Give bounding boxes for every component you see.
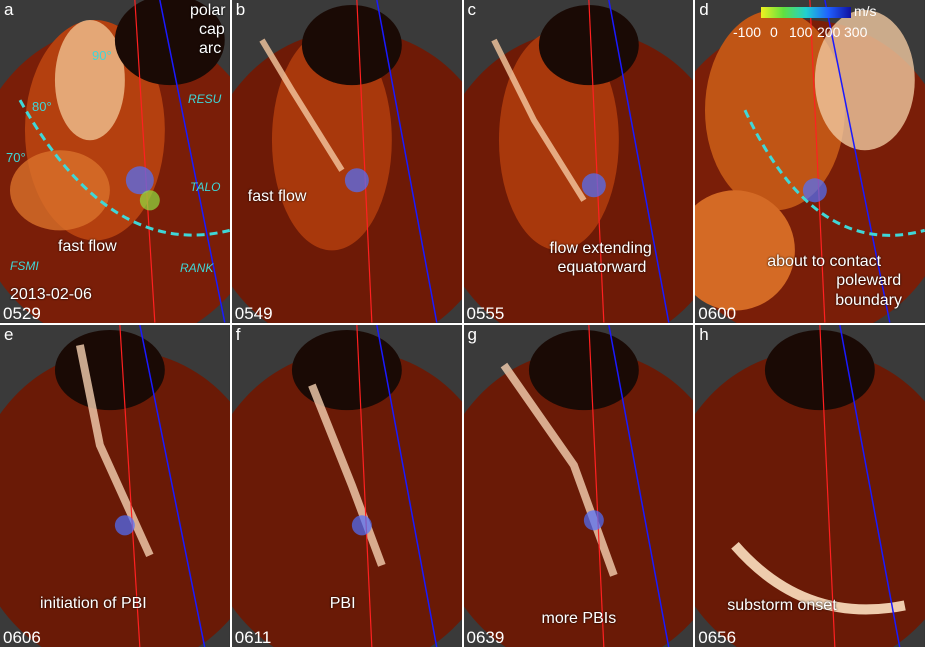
all-sky-mosaic-a <box>0 0 230 323</box>
colorbar-tick: 0 <box>770 24 778 40</box>
latitude-90: 90° <box>92 48 112 63</box>
colorbar-tick: 200 <box>817 24 841 40</box>
panel-time: 0656 <box>698 628 737 647</box>
colorbar-tick: 100 <box>789 24 813 40</box>
annotation-date: 2013-02-06 <box>10 286 92 303</box>
panel-g: g 0639 more PBIs <box>463 324 694 647</box>
annotation-initiation: initiation of PBI <box>40 594 147 612</box>
panel-letter: c <box>467 0 477 19</box>
panel-letter: h <box>699 324 709 344</box>
annotation-polar: polar <box>190 2 226 19</box>
all-sky-mosaic-e <box>0 324 230 647</box>
annotation-flow-extending: flow extending <box>549 240 652 257</box>
panel-e: e 0606 initiation of PBI <box>0 324 230 647</box>
all-sky-mosaic-g <box>463 324 694 647</box>
annotation-poleward: poleward <box>836 272 902 289</box>
station-resu: RESU <box>188 92 222 106</box>
panel-letter: f <box>235 324 241 344</box>
panel-letter: a <box>4 0 14 19</box>
panel-time: 0639 <box>466 628 505 647</box>
annotation-fast-flow: fast flow <box>247 188 307 205</box>
all-sky-mosaic-f <box>231 324 462 647</box>
panel-time: 0549 <box>234 303 273 323</box>
panel-b: b 0549 fast flow <box>231 0 462 323</box>
station-talo: TALO <box>190 180 221 194</box>
panel-d: d 0600 about to contact poleward boundar… <box>695 0 925 323</box>
panel-letter: d <box>699 0 709 19</box>
panel-letter: b <box>235 0 246 19</box>
latitude-80: 80° <box>32 99 52 114</box>
annotation-equatorward: equatorward <box>557 259 647 276</box>
panel-a: a 0529 polar cap arc fast flow 2013-02-0… <box>0 0 230 323</box>
all-sky-mosaic-h <box>695 324 925 647</box>
panel-f: f 0611 PBI <box>231 324 462 647</box>
annotation-about-to-contact: about to contact <box>767 253 882 270</box>
panel-time: 0555 <box>466 303 505 323</box>
all-sky-mosaic-d <box>695 0 925 323</box>
annotation-cap: cap <box>199 21 225 38</box>
colorbar-unit: m/s <box>854 3 877 19</box>
annotation-fast-flow: fast flow <box>58 238 117 255</box>
annotation-pbi: PBI <box>329 594 356 612</box>
panel-time: 0600 <box>698 303 737 323</box>
panel-letter: e <box>4 324 14 344</box>
all-sky-mosaic-b <box>231 0 462 323</box>
annotation-boundary: boundary <box>835 292 902 309</box>
station-rank: RANK <box>180 261 214 275</box>
panel-letter: g <box>467 324 477 344</box>
panel-h: h 0656 substorm onset <box>695 324 925 647</box>
all-sky-mosaic-c <box>463 0 694 323</box>
latitude-70: 70° <box>6 150 26 165</box>
colorbar-gradient <box>761 7 851 18</box>
panel-time: 0529 <box>3 303 41 323</box>
annotation-substorm-onset: substorm onset <box>727 596 837 614</box>
panel-c: c 0555 flow extending equatorward <box>463 0 694 323</box>
panel-time: 0606 <box>3 628 41 647</box>
colorbar-tick: 300 <box>844 24 868 40</box>
station-fsmi: FSMI <box>10 259 39 273</box>
colorbar-tick: -100 <box>733 24 762 40</box>
panel-time: 0611 <box>234 628 272 647</box>
annotation-more-pbis: more PBIs <box>541 609 617 627</box>
annotation-arc: arc <box>199 40 222 57</box>
